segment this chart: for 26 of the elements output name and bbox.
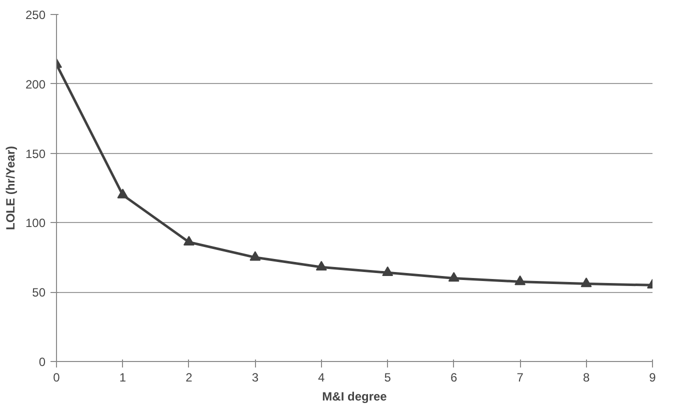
point xyxy=(580,278,592,288)
x-tick-label: 2 xyxy=(186,370,193,384)
point xyxy=(117,188,128,198)
x-tick-label: 5 xyxy=(384,370,392,384)
y-tick-label: 0 xyxy=(38,355,46,369)
x-axis-title: M&I degree xyxy=(322,390,388,404)
point xyxy=(448,272,460,282)
y-tick-label: 200 xyxy=(25,77,46,92)
x-tick-label: 4 xyxy=(318,370,326,384)
y-axis-title: LOLE (hr/Year) xyxy=(3,146,18,230)
x-tick-label: 3 xyxy=(252,370,259,384)
y-tick-label: 50 xyxy=(32,286,46,300)
x-tick-label: 7 xyxy=(516,370,524,384)
point xyxy=(250,251,261,261)
x-tick-label: 9 xyxy=(649,370,656,384)
y-tick-label: 100 xyxy=(25,216,46,230)
point xyxy=(514,275,526,286)
x-tick-label: 6 xyxy=(450,370,458,384)
x-tick-label: 8 xyxy=(582,370,590,384)
x-tick-label: 0 xyxy=(53,370,60,384)
y-tick-label: 150 xyxy=(25,146,46,161)
point xyxy=(316,260,327,271)
y-tick-label: 250 xyxy=(25,8,46,22)
point xyxy=(382,266,394,276)
point xyxy=(183,236,194,246)
x-tick-label: 1 xyxy=(119,370,126,384)
